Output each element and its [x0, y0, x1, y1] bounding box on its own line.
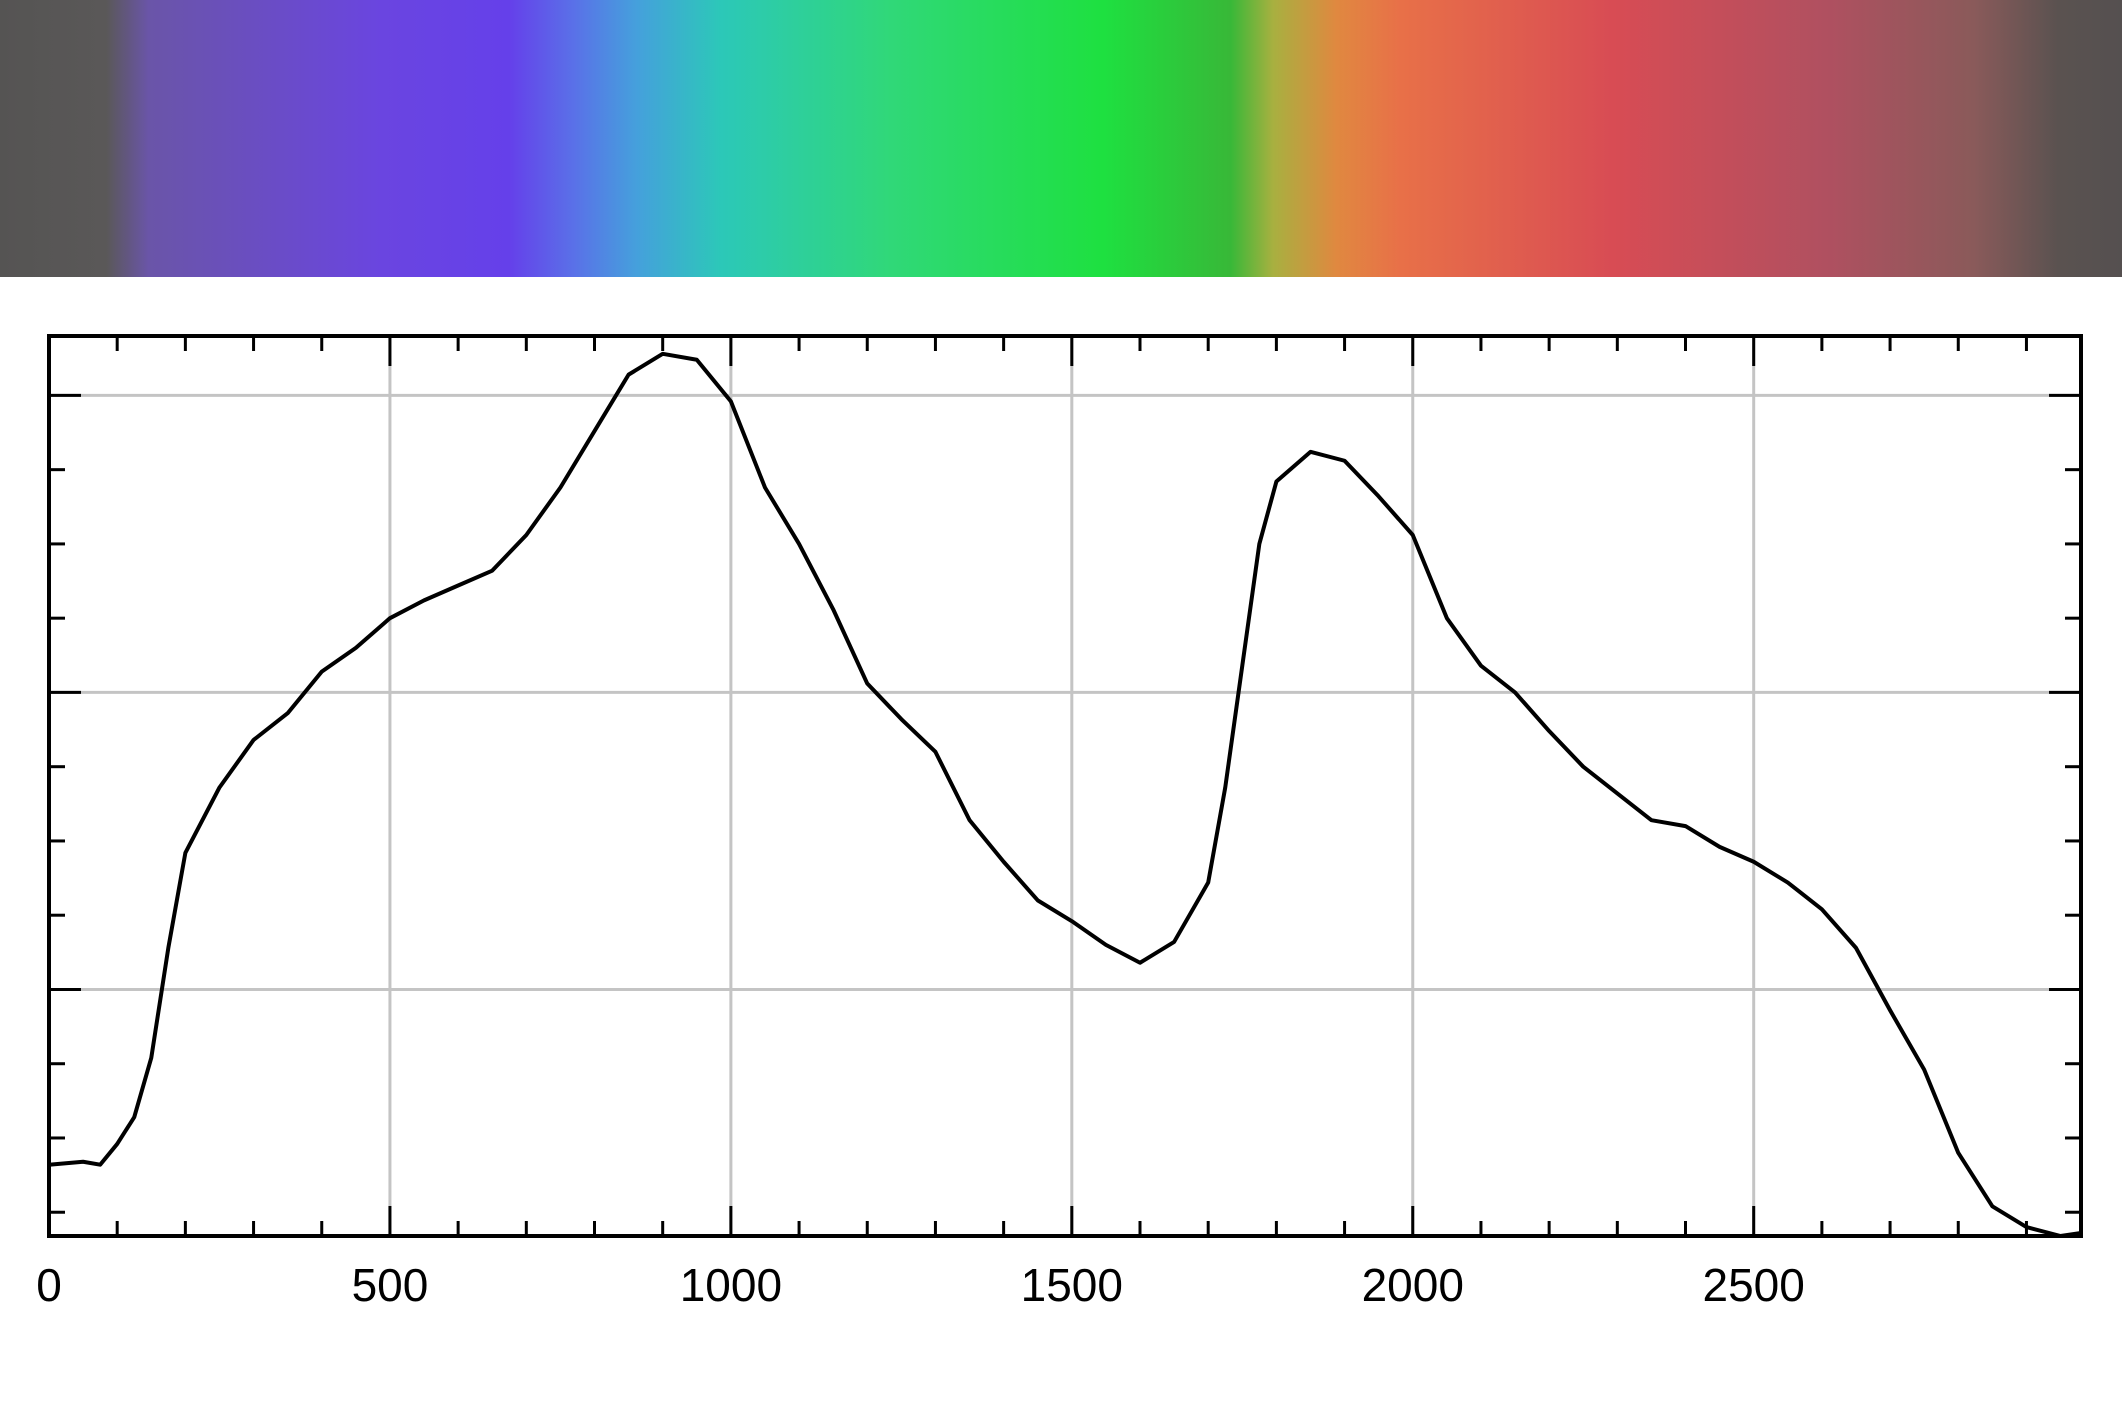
- x-tick-label: 2000: [1362, 1259, 1464, 1311]
- x-tick-label: 1500: [1021, 1259, 1123, 1311]
- data-line: [48, 351, 2082, 1238]
- x-tick-label: 0: [36, 1259, 62, 1311]
- spectrum-band: [0, 0, 2122, 277]
- plot-frame: [47, 334, 2083, 1238]
- x-tick-label: 2500: [1703, 1259, 1805, 1311]
- x-tick-label: 500: [352, 1259, 429, 1311]
- x-tick-label: 1000: [680, 1259, 782, 1311]
